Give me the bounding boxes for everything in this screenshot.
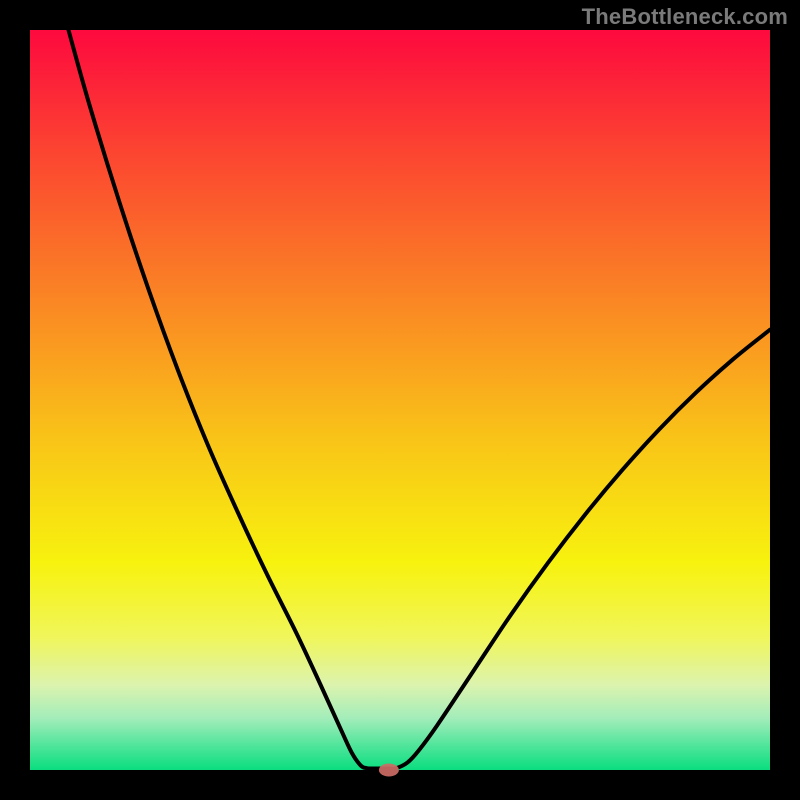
chart-plot-area [30, 30, 770, 770]
bottleneck-chart [0, 0, 800, 800]
optimal-point-marker [379, 764, 399, 777]
watermark-text: TheBottleneck.com [582, 4, 788, 30]
chart-container: TheBottleneck.com [0, 0, 800, 800]
